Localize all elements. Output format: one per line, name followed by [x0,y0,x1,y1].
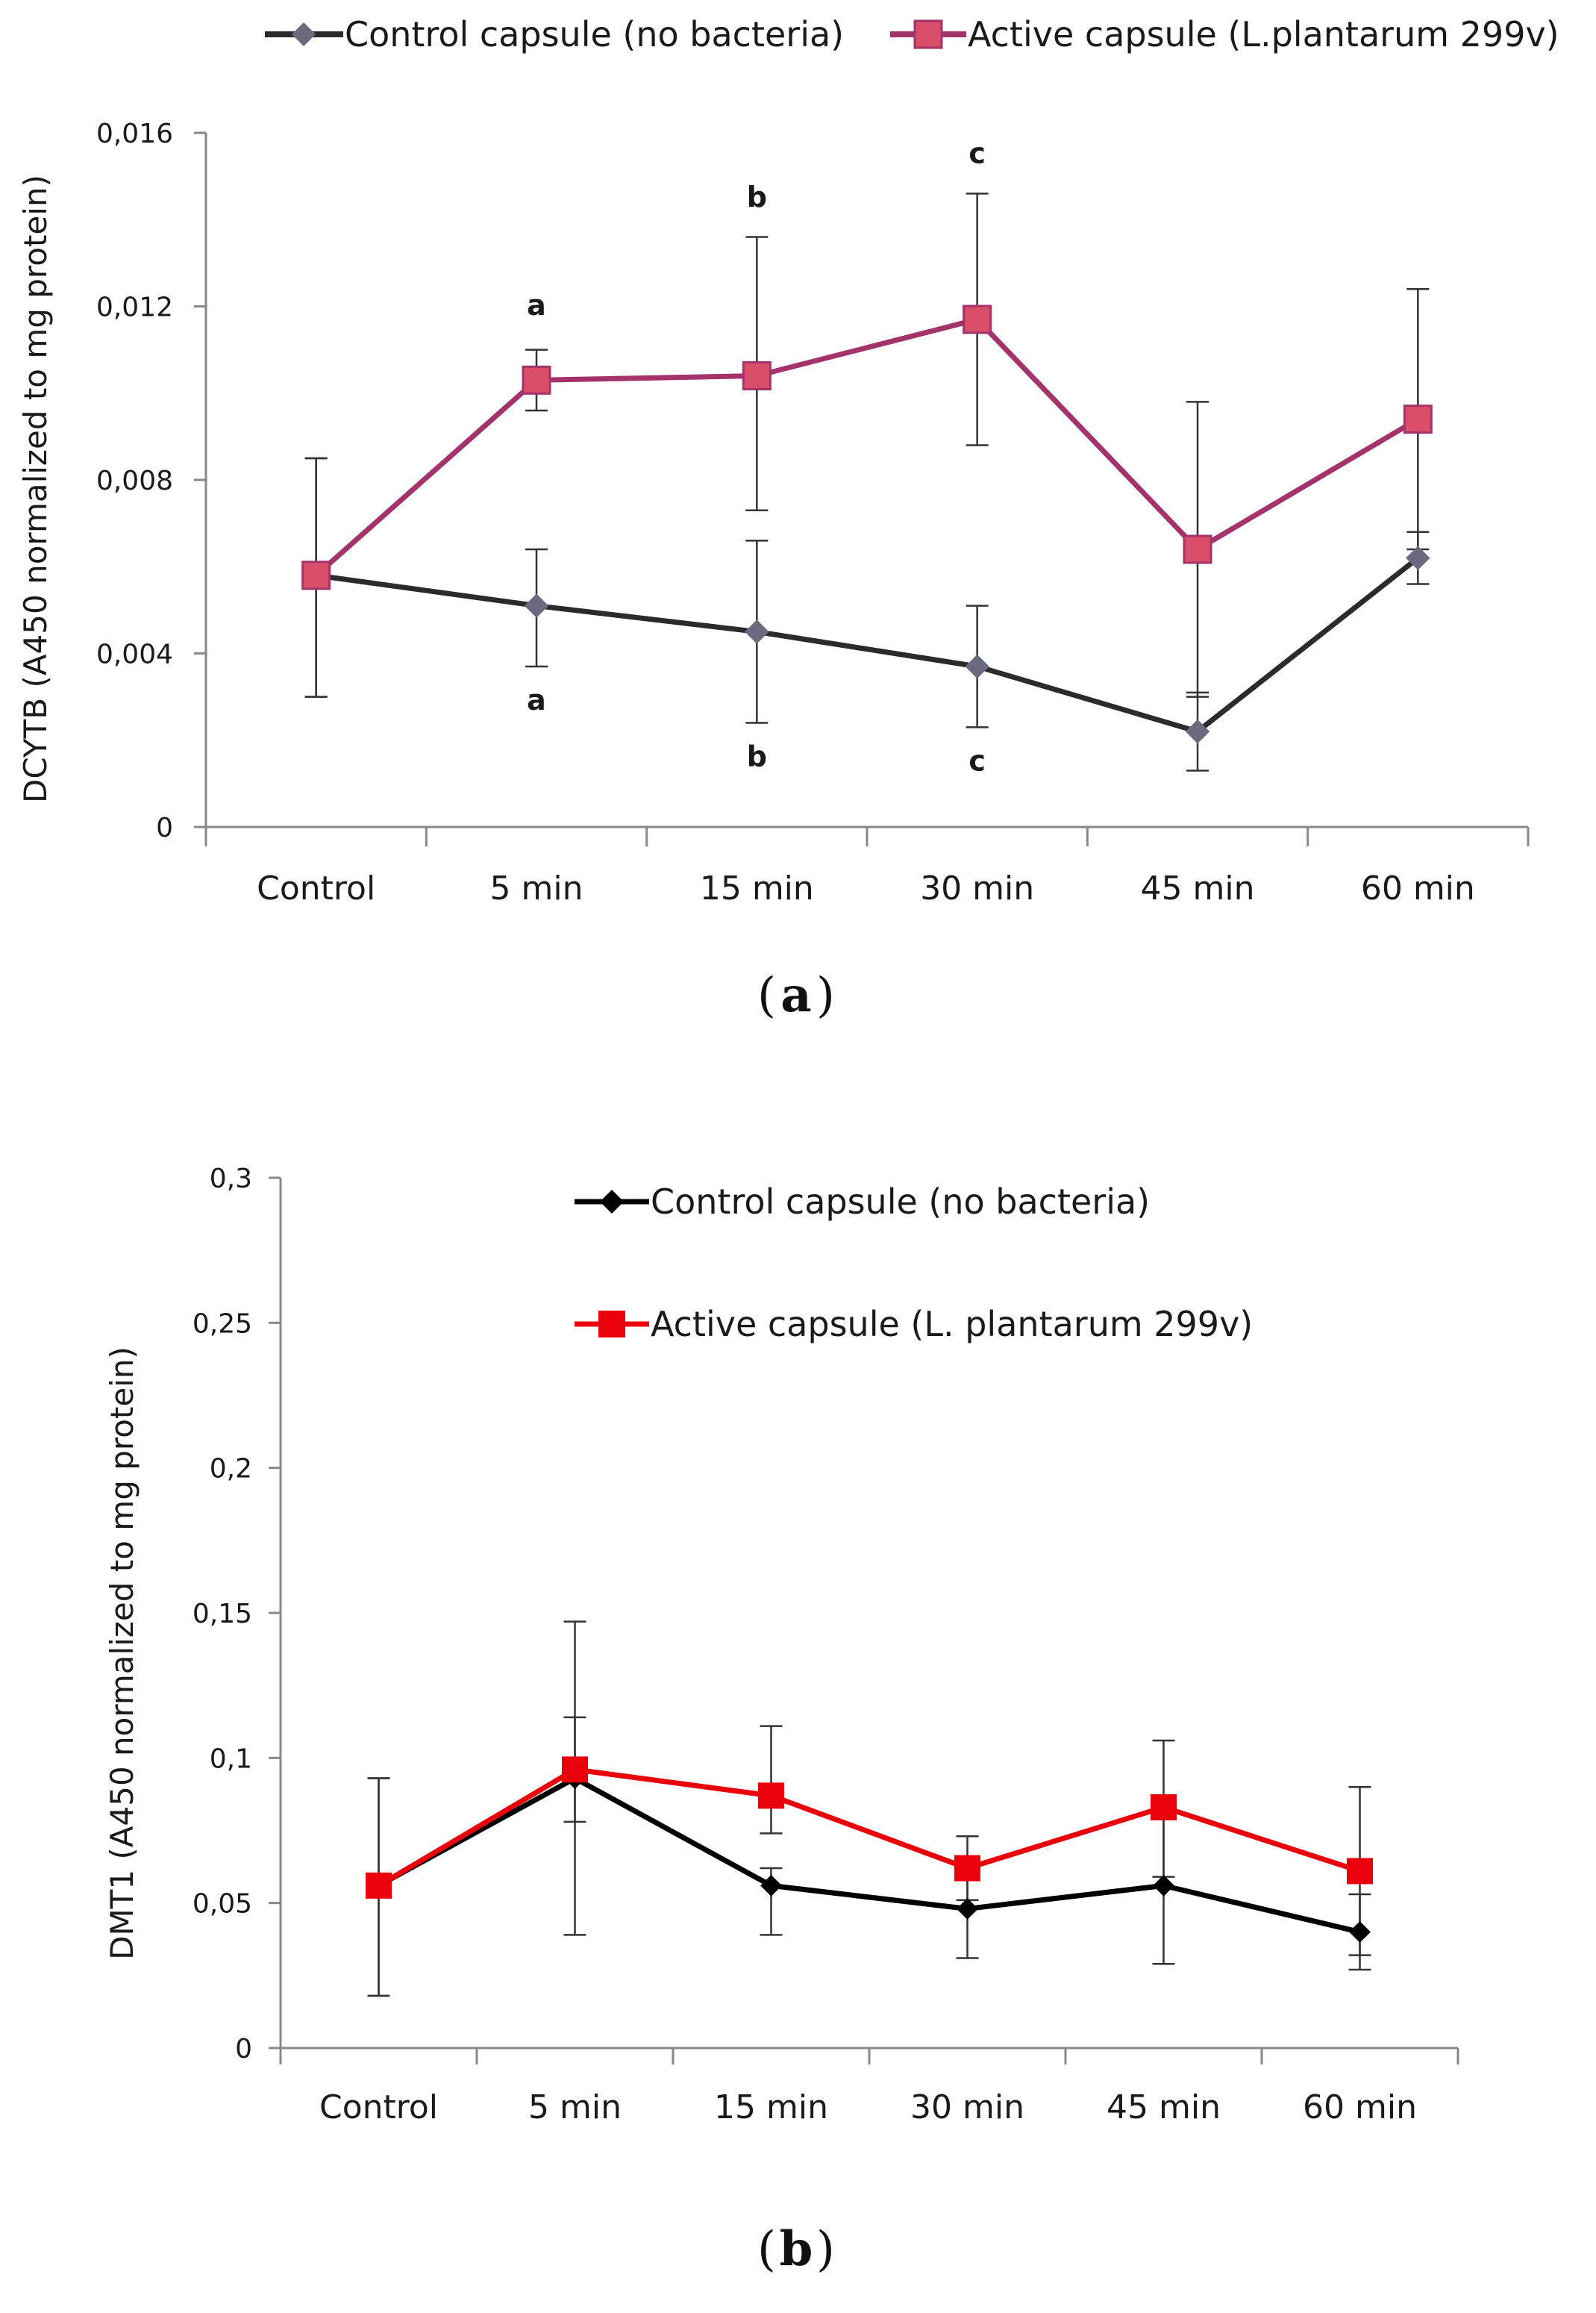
square-marker-icon [913,19,943,49]
series-line-control [316,555,1420,734]
data-point-active [963,305,992,334]
data-point-active [366,1872,392,1899]
panel-b-lines [377,1767,1361,1935]
x-tick-label: 15 min [714,2088,828,2126]
legend-active-series-b: Active capsule (L. plantarum 299v) [575,1304,1253,1344]
panel-a-lines [314,316,1420,734]
data-point-control [1153,1874,1174,1897]
series-line-control [377,1776,1361,1935]
y-tick-label: 0,3 [210,1164,252,1194]
panel-b-y-axis-label: DMT1 (A450 normalized to mg protein) [104,1346,140,1960]
data-point-control [957,1898,978,1920]
significance-label: c [968,137,986,170]
svg-text:): ) [816,2222,835,2277]
y-tick-label: 0,012 [96,293,173,323]
svg-text:(: ( [757,2222,776,2277]
panel-a-legend: Control capsule (no bacteria) Active cap… [265,14,1559,54]
y-tick-label: 0,25 [193,1308,252,1339]
x-tick-label: 45 min [1107,2088,1221,2126]
diamond-marker-icon [600,1190,624,1214]
svg-text:): ) [816,968,835,1023]
y-tick-label: 0,05 [193,1889,252,1920]
legend-active-label-b: Active capsule (L. plantarum 299v) [651,1304,1253,1344]
series-line-active [314,316,1420,578]
y-tick-label: 0 [235,2034,252,2064]
y-tick-label: 0,016 [96,119,173,149]
panel-a-letter: a [780,967,811,1023]
x-tick-label: 60 min [1361,870,1475,908]
panel-a-y-axis-label: DCYTB (A450 normalized to mg protein) [17,175,54,803]
x-tick-label: 45 min [1141,870,1255,908]
data-point-control [965,654,989,679]
x-tick-label: 30 min [920,870,1034,908]
data-point-active [758,1782,784,1809]
panel-b-letter: b [780,2221,813,2277]
data-point-active [1151,1794,1177,1820]
series-line-active [377,1767,1361,1888]
panel-a-axes: 0 0,004 0,008 0,012 0,016 Control 5 min 15 min 3… [96,119,1530,908]
significance-label: b [747,181,767,213]
data-point-active [1183,534,1212,564]
data-point-control [1406,546,1430,570]
panel-b-caption: ( b ) [757,2221,835,2277]
panel-b-legend: Control capsule (no bacteria) Active cap… [575,1182,1253,1344]
panel-a-chart: Control capsule (no bacteria) Active cap… [17,14,1559,1023]
x-tick-label: 60 min [1303,2088,1417,2126]
data-point-control [1349,1921,1371,1943]
x-tick-label: 5 min [490,870,583,908]
y-tick-label: 0 [156,813,173,843]
legend-active-series: Active capsule (L.plantarum 299v) [890,14,1559,54]
data-point-active [742,361,772,390]
panel-b-chart: Control capsule (no bacteria) Active cap… [104,1164,1459,2277]
data-point-control [745,619,769,644]
significance-label: c [968,744,986,777]
significance-label: a [527,684,546,717]
legend-control-series-b: Control capsule (no bacteria) [575,1182,1150,1222]
legend-control-label-b: Control capsule (no bacteria) [651,1182,1150,1222]
data-point-control [524,593,549,618]
panel-b-axes: 0 0,05 0,1 0,15 0,2 0,25 0,3 Control 5 min 15 min… [193,1164,1459,2126]
legend-control-label: Control capsule (no bacteria) [345,14,844,54]
data-point-active [954,1855,980,1882]
legend-control-series: Control capsule (no bacteria) [265,14,844,54]
y-tick-label: 0,2 [210,1454,252,1485]
data-point-control [1185,719,1210,744]
y-tick-label: 0,008 [96,466,173,496]
data-point-active [1403,405,1433,434]
significance-label: a [527,289,546,322]
x-tick-label: Control [257,870,375,908]
square-marker-icon [598,1311,625,1337]
data-point-control [760,1874,782,1897]
x-tick-label: 15 min [700,870,814,908]
error-bar [760,1725,783,1835]
significance-label: b [747,740,767,773]
data-point-active [1347,1858,1373,1885]
panel-b-markers [366,1756,1373,1943]
data-point-active [562,1756,588,1783]
panel-a-markers [301,305,1433,744]
diamond-marker-icon [292,22,316,46]
svg-text:(: ( [757,968,776,1023]
x-tick-label: 5 min [528,2088,622,2126]
data-point-active [522,365,551,395]
panel-a-caption: ( a ) [757,967,835,1023]
data-point-active [301,561,331,590]
x-tick-label: 30 min [910,2088,1024,2126]
legend-active-label: Active capsule (L.plantarum 299v) [968,14,1559,54]
y-tick-label: 0,1 [210,1744,252,1774]
panel-a-annotations: a b c a b c [527,137,986,778]
x-tick-label: Control [319,2088,438,2126]
y-tick-label: 0,004 [96,640,173,670]
y-tick-label: 0,15 [193,1599,252,1629]
